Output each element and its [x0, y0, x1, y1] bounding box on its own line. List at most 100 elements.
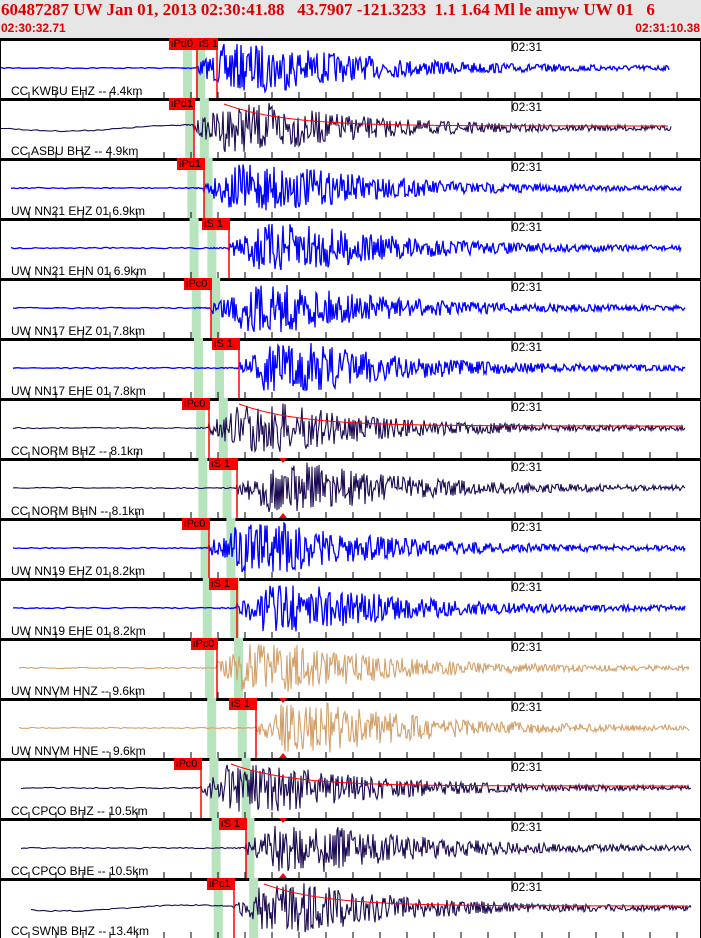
phase-pick-label[interactable]: iPd1: [177, 158, 205, 170]
trace-panel[interactable]: iPd1 02:31 UW NN21 EHZ 01 6.9km: [0, 158, 701, 218]
minute-tick-label: 02:31: [512, 40, 543, 54]
seismogram-trace: [12, 521, 686, 573]
minute-tick-label: 02:31: [512, 400, 543, 414]
pick-window-band: [185, 98, 195, 158]
channel-label: CC KWBU EHZ -- 4.4km: [11, 84, 143, 98]
trace-panel[interactable]: iPc0 02:31 UW NN19 EHZ 01 8.2km: [0, 518, 701, 578]
channel-label: CC CPCO BHZ -- 10.5km: [11, 804, 148, 818]
pick-window-band: [209, 758, 219, 818]
waveform: [12, 578, 686, 638]
channel-label: CC ASBU BHZ -- 4.9km: [11, 144, 139, 158]
waveform: [10, 218, 682, 278]
amplitude-marker-icon: [279, 873, 287, 878]
seismogram-trace: [20, 825, 692, 873]
amplitude-marker-icon: [279, 753, 287, 758]
seismogram-trace: [12, 462, 686, 513]
phase-pick-label[interactable]: iS 1: [197, 38, 218, 50]
phase-pick-label[interactable]: iS 1: [202, 218, 230, 230]
waveform: [20, 818, 692, 878]
trace-panel[interactable]: iPc0 02:31 UW NNVM HNZ -- 9.6km: [0, 638, 701, 698]
waveform: [1, 38, 678, 98]
waveform: [12, 518, 686, 578]
coda-envelope: [238, 403, 683, 427]
waveform: [12, 278, 686, 338]
trace-panel[interactable]: iPd0 iS 1 02:31 CC KWBU EHZ -- 4.4km: [0, 38, 701, 98]
phase-pick-label[interactable]: iS 1: [229, 698, 257, 710]
phase-pick-label[interactable]: iS 1: [209, 458, 238, 470]
seismogram-trace: [18, 644, 690, 692]
trace-panel[interactable]: iPc0 02:31 UW NN17 EHZ 01 7.8km: [0, 278, 701, 338]
seismogram-trace: [20, 764, 692, 812]
phase-pick-label[interactable]: iPc0: [182, 398, 210, 410]
trace-panel[interactable]: iPc1 02:31 CC SWNB BHZ -- 13.4km: [0, 878, 701, 938]
channel-label: CC CPCO BHE -- 10.5km: [11, 864, 149, 878]
waveform: [12, 338, 686, 398]
seismogram-trace: [1, 103, 672, 153]
phase-pick-label[interactable]: iPc0: [184, 278, 212, 290]
amplitude-marker-icon: [279, 698, 287, 703]
pick-window-band: [226, 518, 236, 578]
waveform: [28, 878, 692, 938]
trace-panel[interactable]: iS 1 02:31 UW NN19 EHE 01 8.2km: [0, 578, 701, 638]
seismogram-trace: [12, 403, 686, 454]
phase-pick-label[interactable]: iPc0: [174, 758, 202, 770]
trace-panel[interactable]: iPc0 02:31 CC CPCO BHZ -- 10.5km: [0, 758, 701, 818]
minute-tick-label: 02:31: [512, 580, 543, 594]
coda-envelope: [230, 763, 687, 787]
channel-label: CC NORM BHZ -- 8.1km: [11, 444, 143, 458]
trace-panel[interactable]: iPd1 02:31 CC ASBU BHZ -- 4.9km: [0, 98, 701, 158]
minute-tick-label: 02:31: [512, 160, 543, 174]
channel-label: UW NN19 EHE 01 8.2km: [11, 624, 146, 638]
channel-label: UW NN17 EHZ 01 7.8km: [11, 324, 146, 338]
phase-pick-label[interactable]: iS 1: [212, 338, 240, 350]
phase-pick-label[interactable]: iPc1: [207, 878, 235, 890]
phase-pick-label[interactable]: iPd0: [169, 38, 198, 50]
seismogram-trace: [10, 223, 682, 271]
trace-panel[interactable]: iS 1 02:31 UW NN21 EHN 01 6.9km: [0, 218, 701, 278]
pick-window-band: [245, 818, 255, 878]
coda-envelope: [263, 883, 688, 907]
channel-label: UW NN21 EHZ 01 6.9km: [11, 204, 146, 218]
phase-pick-label[interactable]: iPc0: [191, 638, 218, 650]
minute-tick-label: 02:31: [512, 700, 543, 714]
minute-tick-label: 02:31: [512, 640, 543, 654]
event-title: 60487287 UW Jan 01, 2013 02:30:41.88 43.…: [1, 0, 655, 19]
trace-panel[interactable]: iS 1 02:31 UW NNVM HNE -- 9.6km: [0, 698, 701, 758]
minute-tick-label: 02:31: [512, 340, 543, 354]
minute-tick-label: 02:31: [512, 280, 543, 294]
minute-tick-label: 02:31: [512, 460, 543, 474]
trace-panel[interactable]: iPc0 02:31 CC NORM BHZ -- 8.1km: [0, 398, 701, 458]
start-time: 02:30:32.71: [1, 21, 66, 35]
channel-label: UW NN17 EHE 01 7.8km: [11, 384, 146, 398]
pick-window-band: [199, 98, 209, 158]
trace-panel[interactable]: iS 1 02:31 CC NORM BHN -- 8.1km: [0, 458, 701, 518]
channel-label: UW NN19 EHZ 01 8.2km: [11, 564, 146, 578]
minute-tick-label: 02:31: [512, 820, 543, 834]
trace-panel[interactable]: iS 1 02:31 CC CPCO BHE -- 10.5km: [0, 818, 701, 878]
waveform: [18, 638, 690, 698]
minute-tick-label: 02:31: [512, 880, 543, 894]
channel-label: CC NORM BHN -- 8.1km: [11, 504, 145, 518]
phase-pick-label[interactable]: iPc0: [182, 518, 210, 530]
seismogram-trace: [12, 343, 686, 392]
minute-tick-label: 02:31: [512, 760, 543, 774]
seismogram-trace: [10, 164, 682, 211]
trace-panel[interactable]: iS 1 02:31 UW NN17 EHE 01 7.8km: [0, 338, 701, 398]
seismogram-trace: [18, 702, 690, 753]
waveform: [12, 398, 686, 458]
pick-window-band: [241, 758, 251, 818]
waveform: [1, 98, 678, 158]
end-time: 02:31:10.38: [635, 21, 700, 35]
phase-pick-label[interactable]: iS 1: [219, 818, 247, 830]
phase-pick-label[interactable]: iPd1: [169, 98, 195, 110]
event-header: 60487287 UW Jan 01, 2013 02:30:41.88 43.…: [0, 0, 701, 38]
waveform: [12, 458, 686, 518]
seismogram-trace: [12, 585, 686, 632]
phase-pick-label[interactable]: iS 1: [209, 578, 238, 590]
channel-label: UW NNVM HNE -- 9.6km: [11, 744, 146, 758]
seismogram-trace: [12, 284, 686, 333]
channel-label: UW NN21 EHN 01 6.9km: [11, 264, 147, 278]
amplitude-marker-icon: [279, 458, 287, 463]
amplitude-marker-icon: [279, 818, 287, 823]
minute-tick-label: 02:31: [512, 100, 543, 114]
